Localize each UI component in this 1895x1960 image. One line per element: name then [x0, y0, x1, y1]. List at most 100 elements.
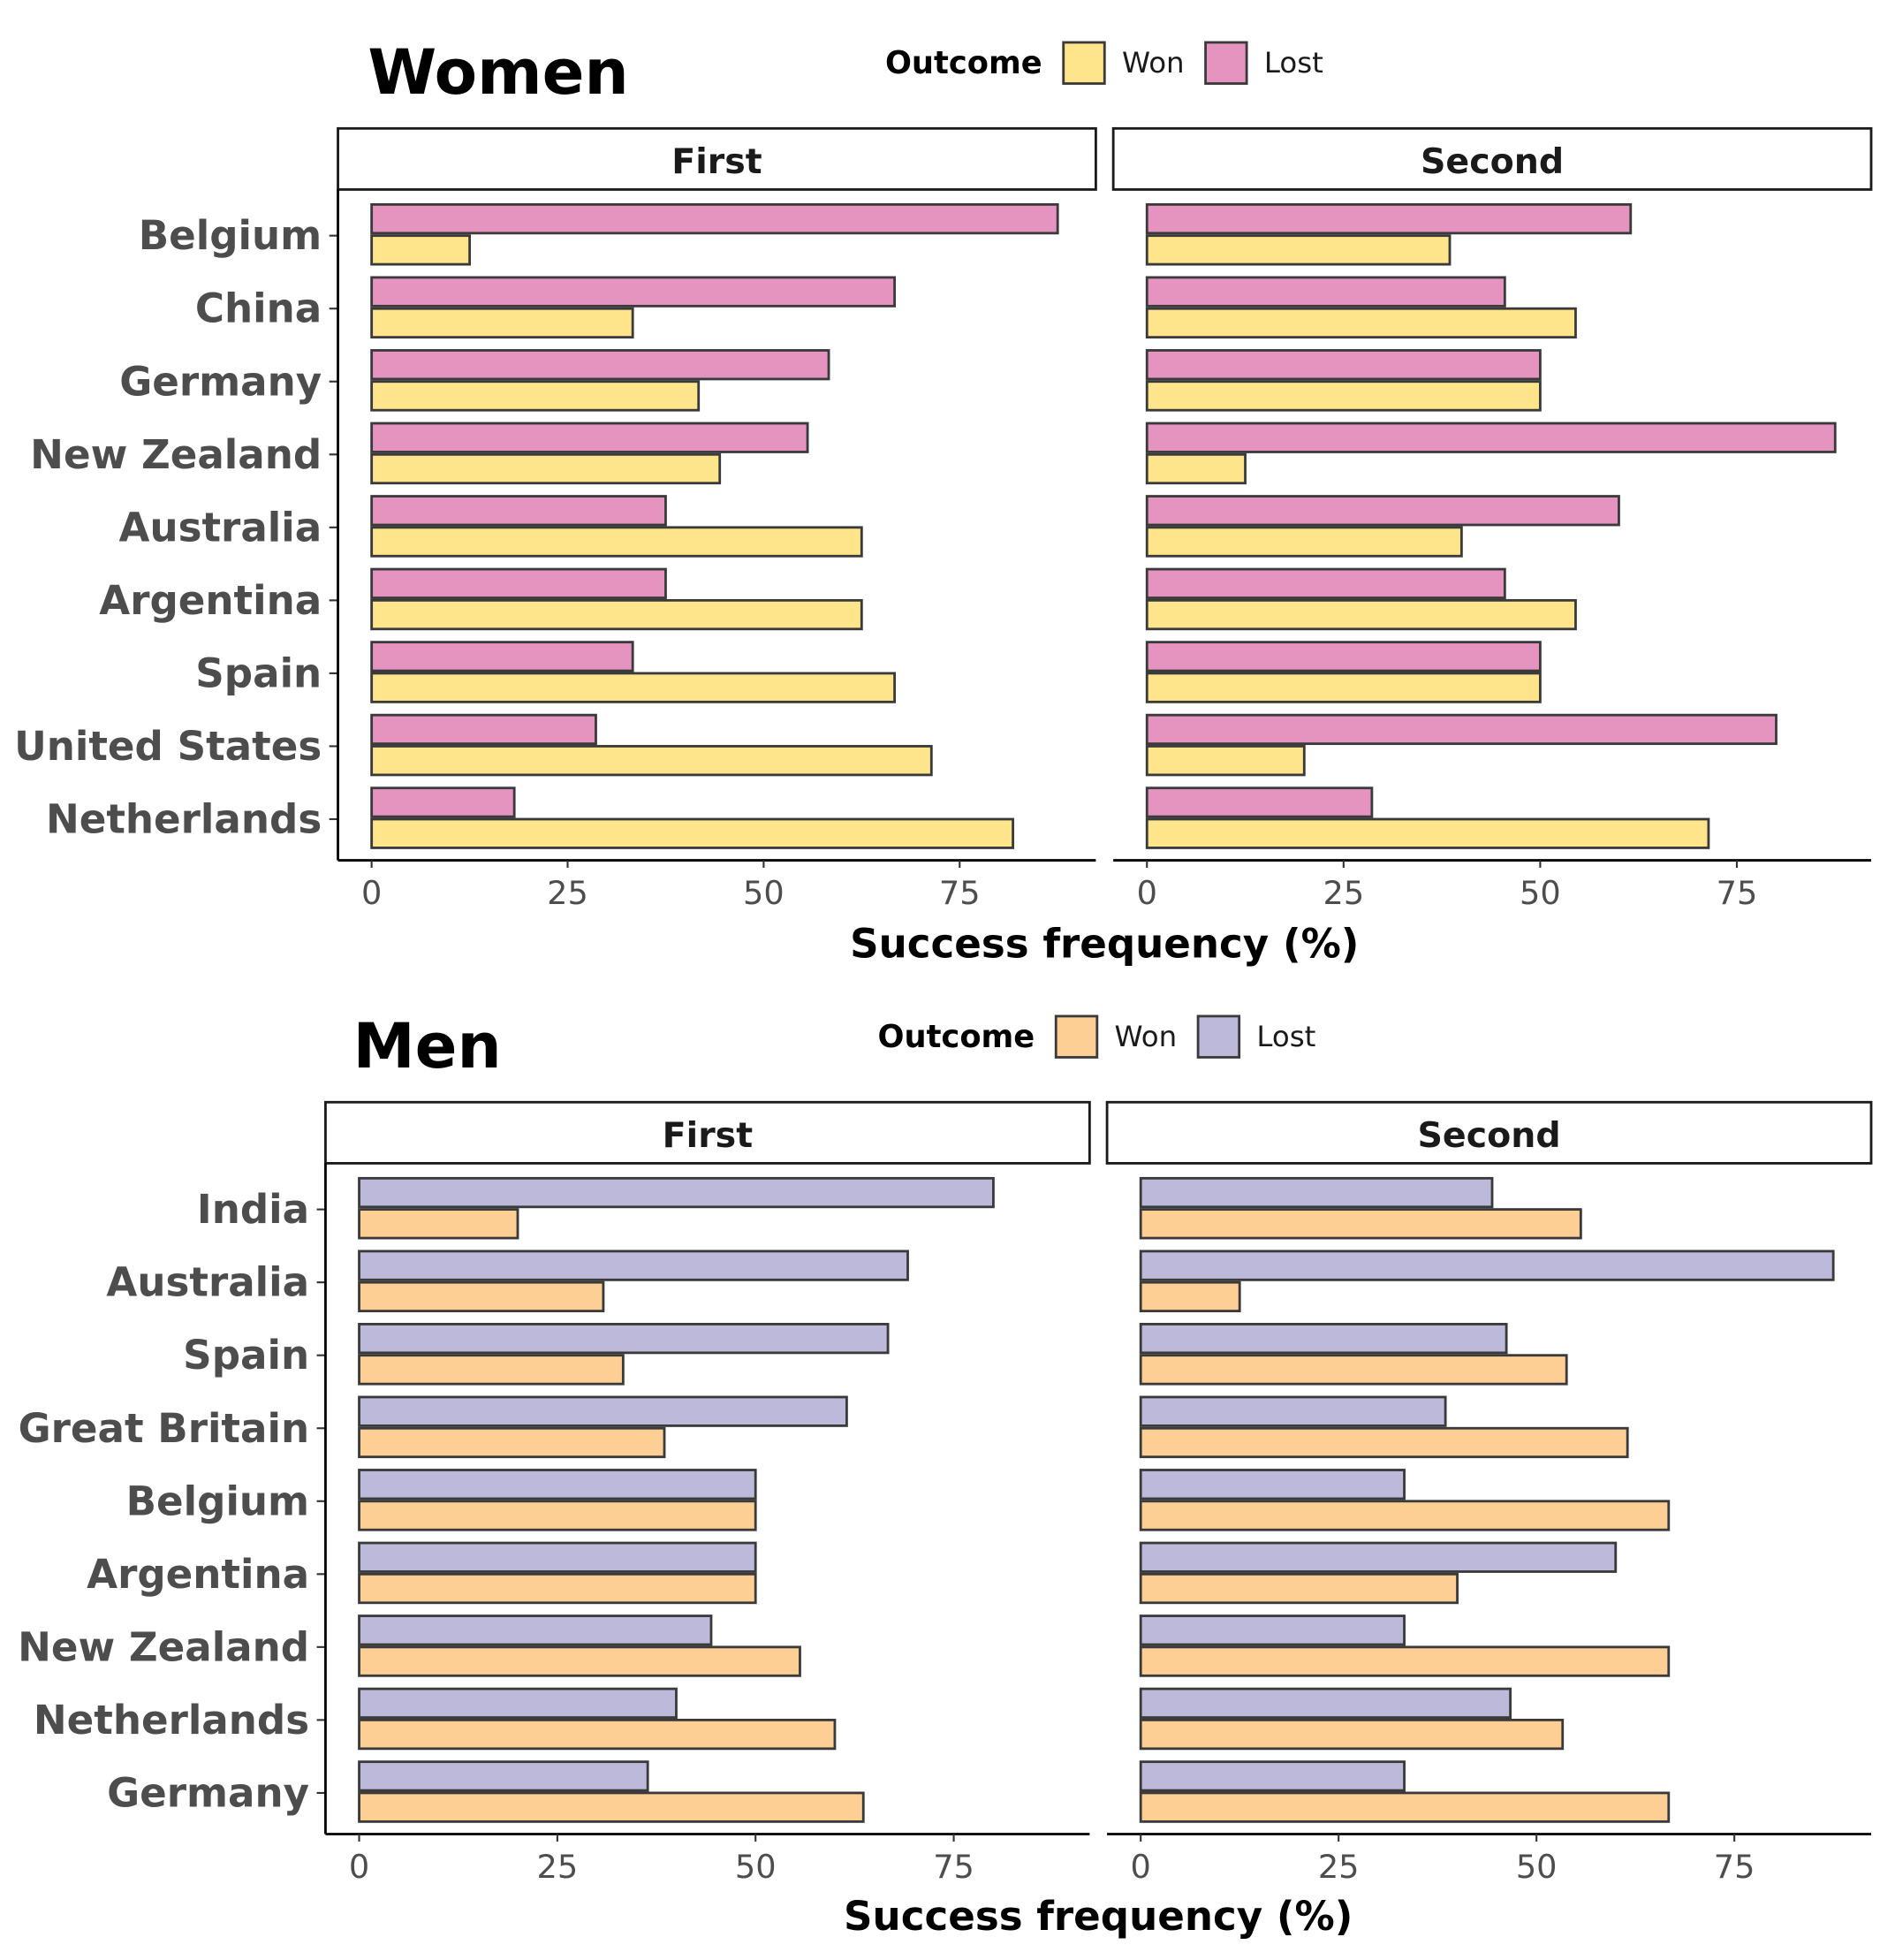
bar-lost: [370, 641, 634, 672]
bar-lost: [1145, 567, 1506, 599]
bar-won: [1139, 1354, 1568, 1386]
x-tick-label: 0: [349, 1848, 369, 1886]
legend-swatch-won: [1054, 1014, 1099, 1059]
bar-lost: [370, 713, 597, 746]
legend-swatch-lost: [1196, 1014, 1241, 1059]
y-tick-label: Netherlands: [34, 1697, 309, 1743]
legend-label-won: Won: [1122, 46, 1185, 80]
x-tick-label: 50: [743, 874, 785, 912]
bar-won: [1145, 745, 1306, 777]
men-chart: Men Outcome Won Lost India Australia Spain Grea…: [18, 1010, 1873, 1940]
bar-lost: [358, 1250, 909, 1281]
y-tick-label: United States: [14, 723, 322, 770]
y-tick-label: Australia: [106, 1259, 309, 1306]
bar-won: [358, 1791, 865, 1823]
bar-lost: [1145, 495, 1620, 527]
y-tick-label: Spain: [183, 1332, 309, 1379]
y-tick-label: New Zealand: [30, 431, 322, 478]
y-tick-label: Netherlands: [46, 796, 322, 843]
x-tick-label: 0: [1137, 874, 1157, 912]
y-tick-label: Argentina: [99, 577, 322, 624]
bar-won: [370, 817, 1015, 849]
bar-lost: [1139, 1541, 1618, 1573]
x-axis-label: Success frequency (%): [850, 921, 1359, 968]
y-tick-label: Germany: [119, 358, 322, 405]
y-tick-label: China: [195, 285, 322, 332]
bar-won: [358, 1645, 801, 1677]
facet-strip-label: Second: [1421, 141, 1564, 182]
bar-won: [1145, 598, 1577, 631]
y-tick-label: Australia: [119, 504, 322, 551]
bar-lost: [358, 1176, 995, 1209]
bar-lost: [370, 349, 830, 381]
x-tick-label: 25: [547, 874, 588, 912]
women-chart: Women Outcome Won Lost Belgium China Germany Ne…: [14, 36, 1873, 968]
bar-won: [370, 452, 722, 485]
bar-won: [1139, 1280, 1241, 1313]
y-tick-label: India: [197, 1186, 309, 1233]
x-axis-label: Success frequency (%): [844, 1893, 1353, 1940]
bar-lost: [1145, 786, 1374, 818]
bar-won: [1145, 452, 1247, 485]
bar-lost: [1145, 202, 1633, 235]
facet-panel-second: Second 0 25 50 75: [1105, 1100, 1873, 1886]
bar-lost: [358, 1395, 848, 1427]
bar-lost: [1145, 276, 1506, 308]
bar-won: [1139, 1645, 1671, 1677]
y-tick-label: Spain: [195, 650, 322, 696]
bar-lost: [1145, 349, 1542, 381]
bar-lost: [1139, 1250, 1835, 1281]
bar-won: [370, 745, 933, 777]
y-tick-label: Belgium: [139, 212, 322, 259]
bar-won: [1145, 672, 1542, 703]
facet-strip: [337, 126, 1097, 191]
x-tick-label: 50: [1520, 874, 1561, 912]
bar-won: [1145, 526, 1463, 558]
bar-won: [1145, 307, 1577, 339]
bar-lost: [370, 422, 809, 453]
x-tick-label: 75: [1714, 1848, 1755, 1886]
bar-won: [1145, 234, 1452, 266]
bar-won: [1139, 1572, 1459, 1605]
legend-title: Outcome: [877, 1019, 1035, 1055]
bar-lost: [358, 1614, 713, 1646]
bar-won: [370, 307, 634, 339]
bar-won: [370, 672, 897, 703]
bar-won: [358, 1500, 757, 1531]
facet-strip-label: First: [671, 141, 762, 182]
bar-won: [1139, 1718, 1565, 1751]
y-tick-label: Argentina: [87, 1551, 309, 1598]
bar-won: [1139, 1500, 1671, 1531]
bar-won: [358, 1354, 625, 1386]
bar-lost: [1145, 422, 1837, 453]
bar-lost: [1139, 1687, 1512, 1719]
facet-panel-first: First 0 25 50 75: [324, 1100, 1091, 1886]
bar-lost: [1139, 1176, 1494, 1209]
bar-won: [358, 1718, 837, 1751]
x-tick-label: 25: [537, 1848, 579, 1886]
chart-title: Women: [368, 36, 628, 109]
facet-panel-first: First 0 25 50 75: [337, 126, 1097, 912]
bar-lost: [1145, 641, 1542, 672]
bar-lost: [358, 1323, 890, 1355]
x-tick-label: 50: [1516, 1848, 1558, 1886]
bar-won: [370, 234, 471, 266]
bar-lost: [1139, 1469, 1406, 1500]
bar-lost: [370, 202, 1059, 235]
bar-won: [370, 598, 863, 631]
bar-won: [358, 1280, 605, 1313]
bar-lost: [1139, 1395, 1447, 1427]
chart-title: Men: [352, 1010, 501, 1083]
facet-strip-label: First: [663, 1115, 753, 1156]
x-tick-label: 75: [933, 1848, 974, 1886]
bar-won: [1145, 380, 1542, 412]
bar-lost: [358, 1687, 678, 1719]
bar-won: [1145, 817, 1710, 849]
facet-strip: [1105, 1100, 1873, 1165]
x-tick-label: 75: [939, 874, 981, 912]
legend-title: Outcome: [885, 45, 1042, 81]
bar-lost: [1139, 1760, 1406, 1792]
bar-won: [358, 1572, 757, 1605]
bar-won: [358, 1426, 666, 1459]
